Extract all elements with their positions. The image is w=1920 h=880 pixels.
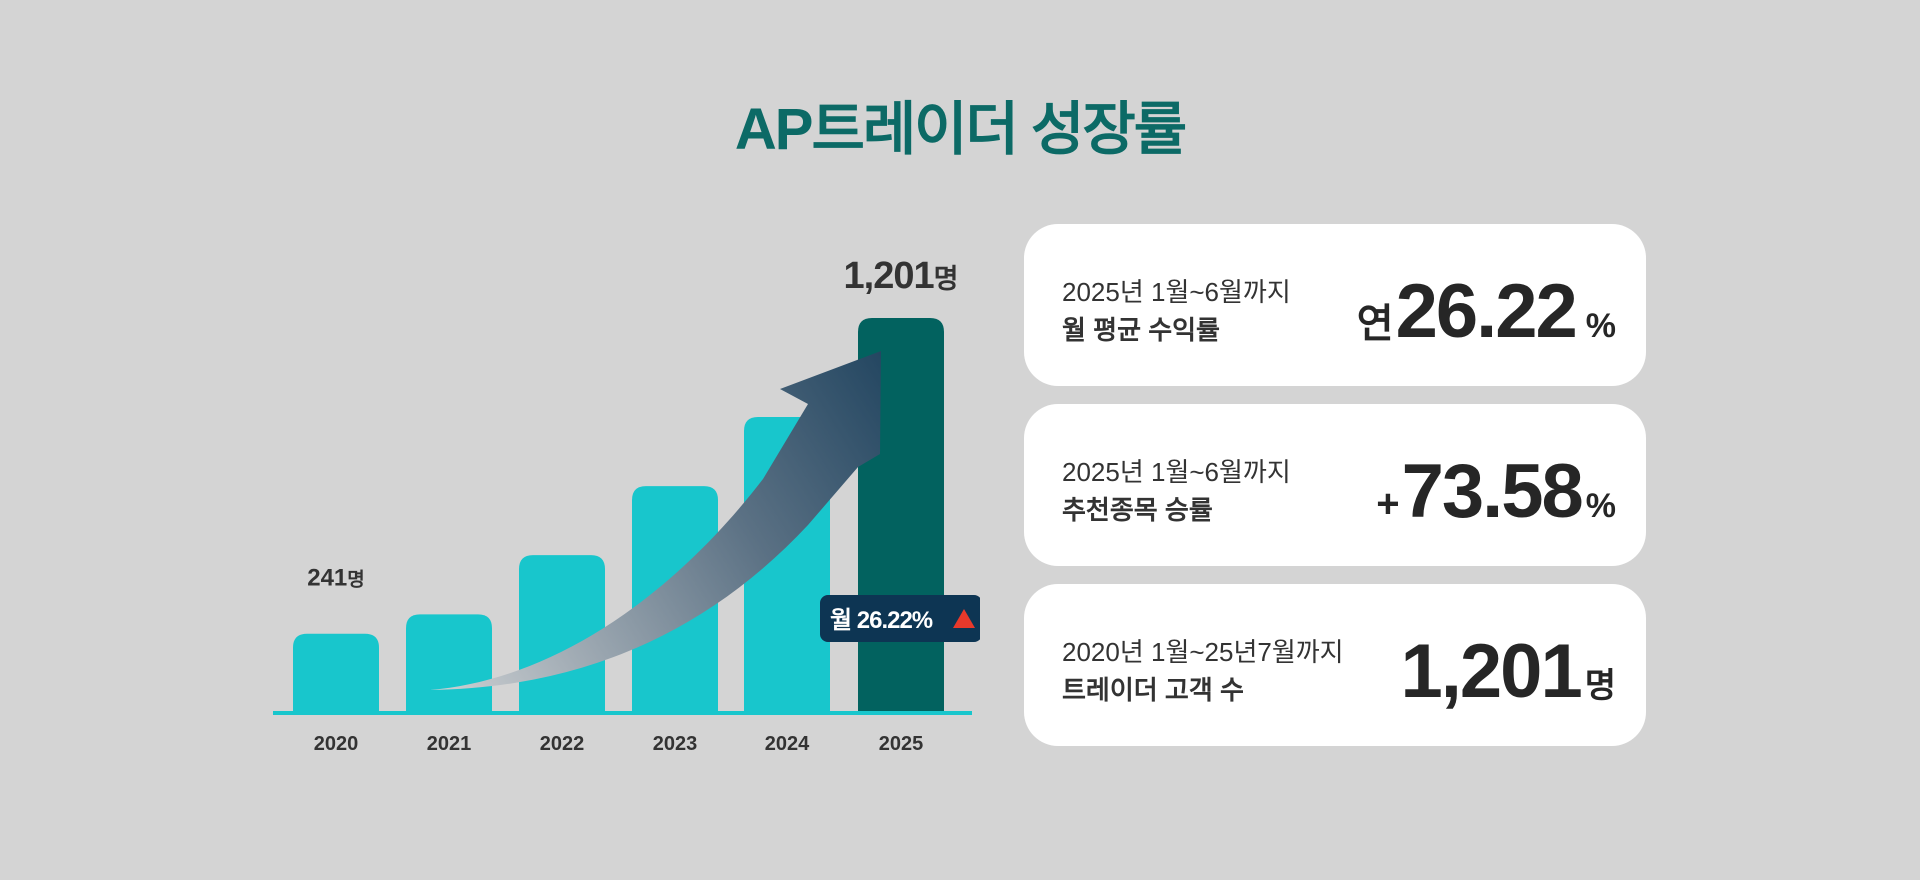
bar-2022 — [519, 555, 605, 713]
stat-value: 26.22 — [1395, 269, 1578, 354]
bar-2021 — [406, 614, 492, 713]
stat-value-group: 1,201 명 — [1400, 628, 1616, 715]
stat-prefix: 연 — [1356, 302, 1394, 346]
x-tick-2022: 2022 — [540, 733, 585, 755]
x-tick-2023: 2023 — [653, 733, 698, 755]
stat-value: 73.58 — [1401, 449, 1584, 534]
stat-value-group: 연26.22% — [1356, 268, 1616, 355]
x-tick-2020: 2020 — [314, 733, 359, 755]
x-tick-2024: 2024 — [765, 733, 810, 755]
stat-period: 2020년 1월~25년7월까지 — [1062, 637, 1344, 667]
growth-arrow — [430, 351, 881, 690]
stat-unit: % — [1585, 487, 1616, 525]
stat-label: 트레이더 고객 수 — [1062, 675, 1244, 705]
stat-unit: % — [1585, 307, 1616, 345]
stat-period: 2025년 1월~6월까지 — [1062, 277, 1291, 307]
stat-value: 1,201 — [1400, 629, 1583, 714]
stat-label: 추천종목 승률 — [1062, 495, 1213, 525]
bar-2020 — [293, 633, 379, 713]
stat-value-group: +73.58% — [1376, 448, 1616, 535]
value-label-2020: 241명 — [307, 565, 365, 592]
value-label-2025: 1,201명 — [844, 255, 959, 297]
x-tick-2021: 2021 — [427, 733, 472, 755]
stat-period: 2025년 1월~6월까지 — [1062, 457, 1291, 487]
x-tick-2025: 2025 — [879, 733, 924, 755]
page-title: AP트레이더 성장률 — [734, 97, 1187, 162]
stat-label: 월 평균 수익률 — [1062, 315, 1220, 345]
up-triangle-icon — [953, 609, 975, 628]
stat-unit: 명 — [1584, 667, 1616, 705]
annotation-badge — [820, 595, 980, 642]
baseline — [273, 711, 972, 715]
annotation-text: 월 26.22% — [830, 607, 933, 634]
stat-prefix: + — [1376, 482, 1399, 526]
